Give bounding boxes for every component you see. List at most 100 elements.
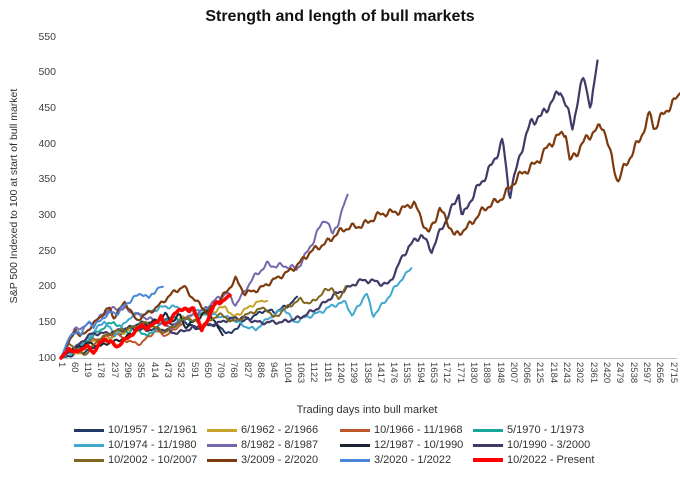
legend-swatch: [473, 458, 503, 462]
x-tick-label: 650: [201, 362, 213, 378]
x-tick-label: 2361: [587, 362, 599, 384]
legend-swatch: [473, 428, 503, 432]
legend-swatch: [340, 443, 370, 447]
y-tick-label: 150: [38, 315, 56, 328]
x-tick-label: 414: [148, 362, 160, 378]
x-tick-label: 1830: [467, 362, 479, 384]
legend-row: 10/1974 - 11/1980 8/1982 - 8/1987 12/1987 …: [74, 439, 606, 451]
legend-label: 10/1966 - 11/1968: [374, 424, 463, 436]
legend-item: 3/2020 - 1/2022: [340, 454, 473, 466]
x-tick-label: 2715: [667, 362, 679, 384]
x-tick-label: 2597: [640, 362, 652, 384]
x-tick-label: 1889: [481, 362, 493, 384]
legend-row: 10/2002 - 10/2007 3/2009 - 2/2020 3/2020 -…: [74, 454, 606, 466]
x-tick-label: 1948: [494, 362, 506, 384]
legend-item: 10/1974 - 11/1980: [74, 439, 207, 451]
x-tick-label: 1417: [374, 362, 386, 384]
legend: 10/1957 - 12/1961 6/1962 - 2/1966 10/1966 …: [0, 424, 680, 466]
y-tick-label: 450: [38, 101, 56, 114]
x-tick-label: 2243: [561, 362, 573, 384]
x-tick-label: 532: [175, 362, 187, 378]
x-tick-label: 237: [108, 362, 120, 378]
legend-swatch: [207, 428, 237, 432]
x-tick-label: 119: [82, 362, 94, 378]
y-tick-label: 300: [38, 208, 56, 221]
legend-item: 10/2002 - 10/2007: [74, 454, 207, 466]
series-line-8-1982-8-1987: [60, 193, 349, 359]
x-tick-label: 2420: [600, 362, 612, 384]
legend-swatch: [473, 443, 503, 447]
legend-swatch: [207, 458, 237, 462]
x-tick-label: 296: [122, 362, 134, 378]
legend-swatch: [74, 458, 104, 462]
x-tick-label: 945: [268, 362, 280, 378]
x-tick-label: 1: [55, 362, 67, 368]
y-tick-label: 500: [38, 66, 56, 79]
x-tick-label: 1358: [361, 362, 373, 384]
x-tick-label: 178: [95, 362, 107, 378]
x-tick-label: 1299: [348, 362, 360, 384]
series-line-10-1990-3-2000: [59, 59, 599, 360]
y-tick-label: 200: [38, 280, 56, 293]
x-tick-label: 2066: [521, 362, 533, 384]
legend-swatch: [74, 428, 104, 432]
x-tick-label: 1181: [321, 362, 333, 383]
chart-title: Strength and length of bull markets: [205, 8, 475, 25]
legend-label: 8/1982 - 8/1987: [241, 439, 319, 451]
x-tick-label: 827: [241, 362, 253, 378]
x-tick-label: 1004: [281, 362, 293, 384]
y-tick-label: 400: [38, 137, 56, 150]
y-tick-label: 250: [38, 244, 56, 257]
x-tick-label: 2479: [614, 362, 626, 384]
x-tick-label: 2538: [627, 362, 639, 384]
x-axis-title: Trading days into bull market: [296, 404, 438, 416]
x-tick-label: 1712: [441, 362, 453, 384]
legend-item: 3/2009 - 2/2020: [207, 454, 340, 466]
x-tick-label: 1476: [388, 362, 400, 384]
legend-swatch: [74, 443, 104, 447]
legend-label: 5/1970 - 1/1973: [507, 424, 585, 436]
legend-item: 5/1970 - 1/1973: [473, 424, 606, 436]
legend-label: 3/2009 - 2/2020: [241, 454, 319, 466]
legend-label: 12/1987 - 10/1990: [374, 439, 464, 451]
x-tick-label: 1240: [334, 362, 346, 384]
x-tick-label: 1535: [401, 362, 413, 384]
x-tick-label: 60: [68, 362, 80, 373]
x-tick-label: 2007: [507, 362, 519, 384]
legend-label: 6/1962 - 2/1966: [241, 424, 319, 436]
legend-swatch: [340, 458, 370, 462]
legend-swatch: [207, 443, 237, 447]
x-tick-label: 886: [255, 362, 267, 378]
x-tick-label: 591: [188, 362, 200, 378]
legend-label: 10/1990 - 3/2000: [507, 439, 591, 451]
legend-label: 10/2002 - 10/2007: [108, 454, 198, 466]
x-tick-label: 473: [161, 362, 173, 378]
legend-item: 12/1987 - 10/1990: [340, 439, 473, 451]
series-line-10-1974-11-1980: [60, 267, 413, 359]
x-tick-label: 2184: [547, 362, 559, 384]
x-tick-label: 1653: [428, 362, 440, 384]
series-line-10-2022-: [59, 293, 232, 360]
x-tick-label: 709: [215, 362, 227, 378]
legend-item: 6/1962 - 2/1966: [207, 424, 340, 436]
legend-row: 10/1957 - 12/1961 6/1962 - 2/1966 10/1966 …: [74, 424, 606, 436]
legend-item: 10/1990 - 3/2000: [473, 439, 606, 451]
series-line-3-2009-2-2020: [59, 91, 680, 360]
legend-label: 10/1974 - 11/1980: [108, 439, 197, 451]
y-tick-label: 550: [38, 30, 56, 43]
x-tick-label: 2302: [574, 362, 586, 384]
x-tick-label: 1063: [294, 362, 306, 384]
y-tick-label: 100: [38, 351, 56, 364]
legend-swatch: [340, 428, 370, 432]
x-tick-label: 355: [135, 362, 147, 378]
x-tick-label: 1122: [308, 362, 320, 383]
x-tick-label: 768: [228, 362, 240, 378]
x-tick-label: 2125: [534, 362, 546, 384]
series-line-3-2020-1-2022: [60, 285, 164, 359]
x-tick-label: 2656: [654, 362, 666, 384]
legend-label: 10/2022 - Present: [507, 454, 595, 466]
legend-item: 10/1957 - 12/1961: [74, 424, 207, 436]
y-tick-label: 350: [38, 173, 56, 186]
